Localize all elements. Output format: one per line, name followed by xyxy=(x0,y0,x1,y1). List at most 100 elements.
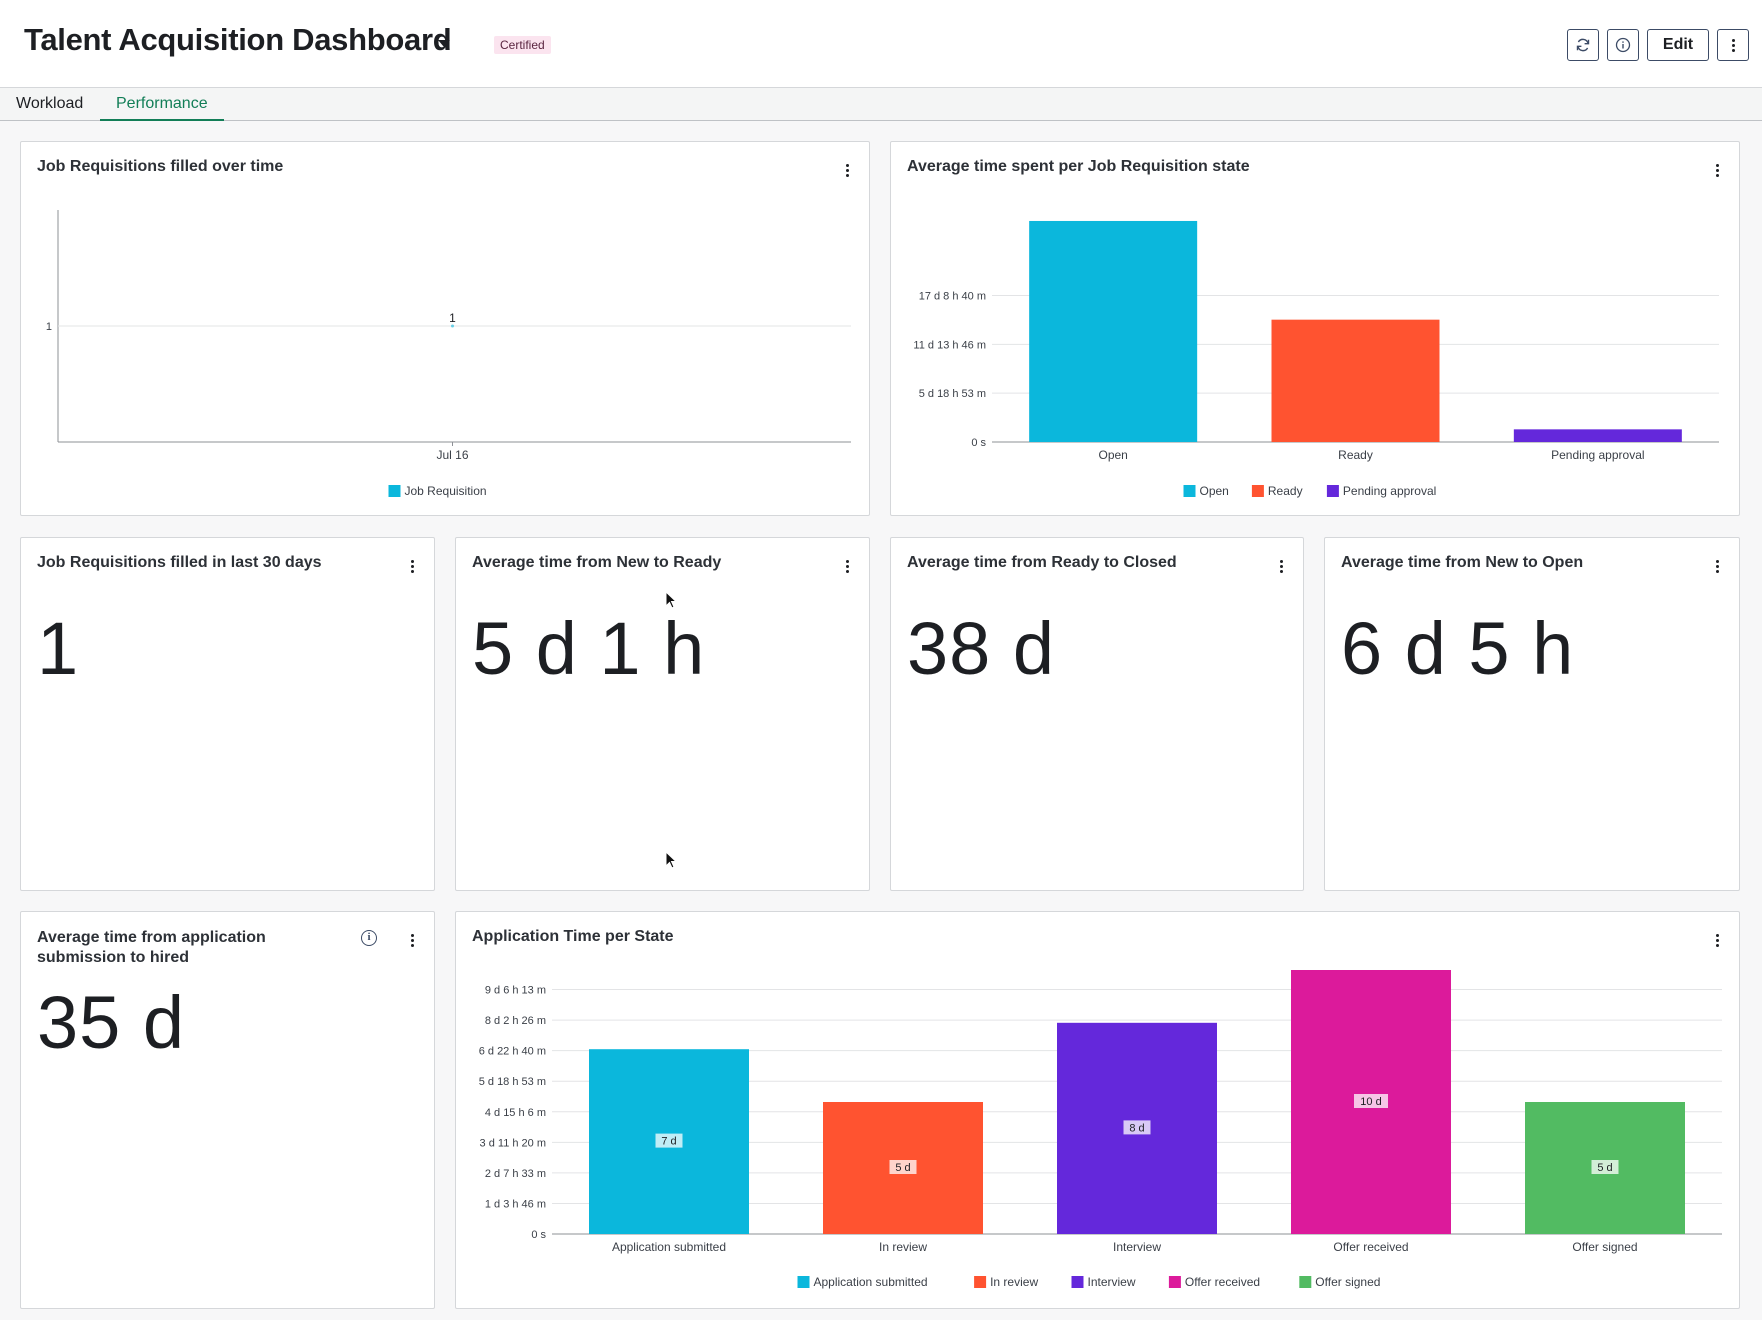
line-chart: 1 Jul 16 1 Job Requisition xyxy=(46,210,851,498)
legend-label: Offer signed xyxy=(1315,1275,1380,1289)
kpi-value: 6 d 5 h xyxy=(1341,607,1575,690)
y-tick-label: 17 d 8 h 40 m xyxy=(919,291,986,303)
legend-label: In review xyxy=(990,1275,1038,1289)
x-tick-label: Offer received xyxy=(1333,1240,1408,1254)
card-new-to-ready: Average time from New to Ready 5 d 1 h xyxy=(455,537,870,891)
card-application-time-per-state: Application Time per State 0 s 1 d 3 h 46… xyxy=(455,911,1740,1309)
legend-label: Application submitted xyxy=(814,1275,928,1289)
y-tick-label: 4 d 15 h 6 m xyxy=(485,1107,546,1119)
y-tick-label: 6 d 22 h 40 m xyxy=(479,1046,546,1058)
card-title: Application Time per State xyxy=(472,928,674,945)
y-tick-label: 11 d 13 h 46 m xyxy=(913,339,986,351)
y-tick-label: 2 d 7 h 33 m xyxy=(485,1168,546,1180)
data-label-background xyxy=(655,1133,683,1148)
legend-label: Interview xyxy=(1088,1275,1136,1289)
kpi-value: 35 d xyxy=(37,981,186,1064)
data-label-background xyxy=(1354,1094,1388,1108)
x-tick-label: Application submitted xyxy=(612,1240,726,1254)
edit-button[interactable]: Edit xyxy=(1647,29,1709,61)
y-tick-label: 5 d 18 h 53 m xyxy=(479,1076,546,1088)
bar-chart: 0 s 1 d 3 h 46 m 2 d 7 h 33 m 3 d 11 h 20 m… xyxy=(479,970,1722,1289)
legend-label: Job Requisition xyxy=(405,484,487,498)
tab-performance[interactable]: Performance xyxy=(100,88,224,121)
info-icon[interactable]: i xyxy=(361,930,377,946)
card-menu-kebab-icon[interactable] xyxy=(1271,556,1291,576)
y-tick-label: 1 d 3 h 46 m xyxy=(485,1198,546,1210)
data-label: 10 d xyxy=(1360,1096,1381,1108)
data-label: 5 d xyxy=(1597,1162,1612,1174)
y-tick-label: 0 s xyxy=(531,1229,546,1241)
data-point xyxy=(451,324,454,328)
card-ready-to-closed: Average time from Ready to Closed 38 d xyxy=(890,537,1304,891)
data-label-background xyxy=(889,1160,917,1174)
x-tick-label: Pending approval xyxy=(1551,448,1644,462)
card-menu-kebab-icon[interactable] xyxy=(1707,160,1727,180)
refresh-icon xyxy=(1576,38,1590,52)
data-label: 8 d xyxy=(1129,1122,1144,1134)
legend-swatch xyxy=(1168,1276,1181,1288)
tab-workload[interactable]: Workload xyxy=(16,95,84,112)
y-tick-label: 5 d 18 h 53 m xyxy=(919,388,986,400)
legend-swatch xyxy=(1299,1276,1312,1288)
kpi-value: 38 d xyxy=(907,607,1056,690)
legend-swatch xyxy=(1183,485,1196,497)
card-title: Average time spent per Job Requisition s… xyxy=(907,158,1250,175)
legend-swatch xyxy=(388,485,401,497)
card-title: Job Requisitions filled in last 30 days xyxy=(37,554,322,571)
card-menu-kebab-icon[interactable] xyxy=(402,556,422,576)
kebab-icon xyxy=(1731,38,1735,52)
legend-label: Open xyxy=(1200,484,1229,498)
data-label: 5 d xyxy=(895,1162,910,1174)
x-tick-label: Ready xyxy=(1338,448,1373,462)
kpi-value: 5 d 1 h xyxy=(472,607,706,690)
data-label: 1 xyxy=(449,311,456,325)
card-menu-kebab-icon[interactable] xyxy=(837,556,857,576)
bar xyxy=(1513,429,1682,442)
dashboard-tabs: Workload Performance xyxy=(0,88,1762,121)
card-filled-last-30-days: Job Requisitions filled in last 30 days … xyxy=(20,537,435,891)
mouse-cursor-icon xyxy=(665,591,678,609)
kpi-value: 1 xyxy=(37,607,80,690)
card-job-requisitions-filled-over-time: Job Requisitions filled over time 1 Jul 1… xyxy=(20,141,870,516)
info-icon xyxy=(1615,37,1631,53)
legend-swatch xyxy=(974,1276,987,1288)
legend-swatch xyxy=(1071,1276,1084,1288)
dashboard-header: Talent Acquisition Dashboard Certified E… xyxy=(0,0,1762,88)
dashboard-title: Talent Acquisition Dashboard xyxy=(24,22,452,57)
y-tick-label: 1 xyxy=(46,321,52,333)
card-menu-kebab-icon[interactable] xyxy=(1707,556,1727,576)
info-button[interactable] xyxy=(1607,29,1639,61)
card-new-to-open: Average time from New to Open 6 d 5 h xyxy=(1324,537,1740,891)
x-tick-label: Jul 16 xyxy=(436,448,468,462)
card-menu-kebab-icon[interactable] xyxy=(402,930,422,950)
mouse-cursor-icon xyxy=(665,851,678,869)
x-tick-label: Open xyxy=(1098,448,1127,462)
card-menu-kebab-icon[interactable] xyxy=(837,160,857,180)
bar xyxy=(1271,319,1440,442)
y-tick-label: 0 s xyxy=(971,437,986,449)
legend-label: Pending approval xyxy=(1343,484,1436,498)
bar-chart: 0 s 5 d 18 h 53 m 11 d 13 h 46 m 17 d 8 h 4… xyxy=(913,220,1719,498)
more-options-button[interactable] xyxy=(1717,29,1749,61)
y-tick-label: 9 d 6 h 13 m xyxy=(485,985,546,997)
data-label-background xyxy=(1591,1160,1619,1174)
card-submission-to-hired: Average time from application submission… xyxy=(20,911,435,1309)
y-tick-label: 3 d 11 h 20 m xyxy=(480,1137,546,1149)
card-title: Average time from Ready to Closed xyxy=(907,554,1177,571)
bar xyxy=(1029,220,1198,442)
x-tick-label: Offer signed xyxy=(1572,1240,1637,1254)
legend-label: Ready xyxy=(1268,484,1303,498)
legend-swatch xyxy=(1326,485,1339,497)
chevron-down-icon[interactable] xyxy=(438,40,450,47)
legend-swatch xyxy=(1251,485,1264,497)
legend-label: Offer received xyxy=(1185,1275,1260,1289)
data-label-background xyxy=(1123,1120,1151,1135)
refresh-button[interactable] xyxy=(1567,29,1599,61)
card-menu-kebab-icon[interactable] xyxy=(1707,930,1727,950)
card-title: Average time from New to Ready xyxy=(472,554,722,571)
x-tick-label: Interview xyxy=(1113,1240,1161,1254)
card-average-time-per-requisition-state: Average time spent per Job Requisition s… xyxy=(890,141,1740,516)
card-title: Average time from application submission… xyxy=(37,929,266,966)
card-title: Average time from New to Open xyxy=(1341,554,1584,571)
card-title: Job Requisitions filled over time xyxy=(37,158,284,175)
